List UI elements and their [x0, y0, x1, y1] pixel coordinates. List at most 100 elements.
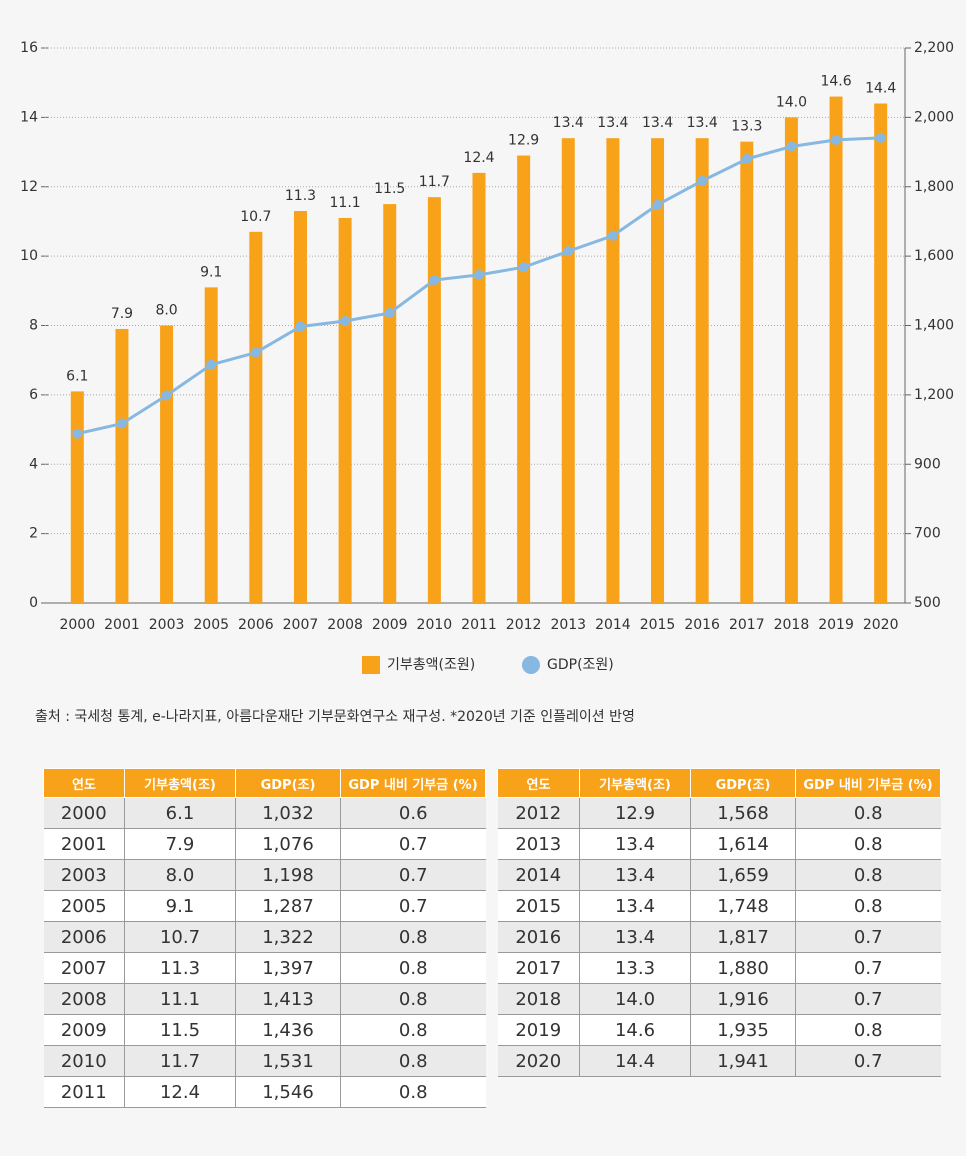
table-cell: 0.8: [340, 1076, 486, 1108]
y-tick-label: 10: [20, 248, 38, 264]
table-cell: 13.3: [579, 952, 691, 984]
table-cell: 13.4: [579, 859, 691, 891]
data-table: 연도 기부총액(조) GDP(조) GDP 내비 기부금 (%) 2000 6.1 1,03…: [43, 768, 486, 1108]
marker: [295, 321, 306, 332]
table-cell: 13.4: [579, 921, 691, 953]
table-cell: 1,935: [690, 1014, 796, 1046]
data-label: 13.4: [597, 115, 628, 131]
y2-tick-label: 1,400: [914, 318, 954, 334]
x-tick-label: 2019: [818, 617, 854, 633]
bar: [829, 96, 843, 603]
data-label: 14.4: [865, 81, 896, 97]
table-cell: 2019: [497, 1014, 580, 1046]
table-cell: 2011: [43, 1076, 125, 1108]
marker: [116, 418, 127, 429]
table-cell: 1,916: [690, 983, 796, 1015]
table-cell: 1,436: [235, 1014, 341, 1046]
x-tick-label: 2000: [59, 617, 95, 633]
data-label: 11.7: [419, 174, 450, 190]
table-cell: 2010: [43, 1045, 125, 1077]
marker: [697, 175, 708, 186]
table-cell: 14.0: [579, 983, 691, 1015]
y-tick-label: 16: [20, 40, 38, 56]
y2-tick-label: 2,200: [914, 40, 954, 56]
data-label: 9.1: [200, 264, 222, 280]
y2-tick-label: 1,800: [914, 179, 954, 195]
x-tick-label: 2015: [640, 617, 676, 633]
table-cell: 1,397: [235, 952, 341, 984]
marker: [72, 428, 83, 439]
marker: [607, 230, 618, 241]
table-cell: 7.9: [124, 828, 236, 860]
data-table: 연도 기부총액(조) GDP(조) GDP 내비 기부금 (%) 2012 12.9 1,5…: [497, 768, 941, 1077]
table-cell: 1,198: [235, 859, 341, 891]
table-cell: 12.4: [124, 1076, 236, 1108]
table-cell: 2001: [43, 828, 125, 860]
table-cell: 1,880: [690, 952, 796, 984]
column-header: GDP 내비 기부금 (%): [340, 768, 486, 798]
x-tick-label: 2003: [149, 617, 185, 633]
table-cell: 0.8: [795, 828, 941, 860]
x-tick-label: 2013: [550, 617, 586, 633]
table-cell: 10.7: [124, 921, 236, 953]
table-cell: 2018: [497, 983, 580, 1015]
x-tick-label: 2010: [417, 617, 453, 633]
x-tick-label: 2014: [595, 617, 631, 633]
table-cell: 0.8: [340, 952, 486, 984]
table-cell: 1,941: [690, 1045, 796, 1077]
bar: [561, 138, 575, 603]
marker: [831, 134, 842, 145]
y2-tick-label: 700: [914, 526, 941, 542]
y2-tick-label: 500: [914, 595, 941, 611]
data-label: 10.7: [240, 209, 271, 225]
x-tick-label: 2009: [372, 617, 408, 633]
data-label: 14.0: [776, 94, 807, 110]
y-tick-label: 14: [20, 109, 38, 125]
legend-swatch: [362, 656, 380, 674]
table-cell: 0.7: [795, 952, 941, 984]
marker: [875, 132, 886, 143]
bar: [695, 138, 709, 603]
table-cell: 2009: [43, 1014, 125, 1046]
data-label: 13.4: [553, 115, 584, 131]
source-note: 출처 : 국세청 통계, e-나라지표, 아름다운재단 기부문화연구소 재구성.…: [35, 709, 635, 725]
y-tick-label: 8: [29, 318, 38, 334]
column-header: GDP(조): [235, 768, 341, 798]
bar: [784, 117, 798, 603]
x-tick-label: 2007: [283, 617, 319, 633]
table-cell: 11.1: [124, 983, 236, 1015]
table-cell: 1,546: [235, 1076, 341, 1108]
table-cell: 1,287: [235, 890, 341, 922]
table-cell: 2007: [43, 952, 125, 984]
table-cell: 1,413: [235, 983, 341, 1015]
y2-tick-label: 900: [914, 456, 941, 472]
table-cell: 11.3: [124, 952, 236, 984]
data-label: 12.9: [508, 133, 539, 149]
data-label: 13.4: [687, 115, 718, 131]
table-cell: 0.7: [795, 921, 941, 953]
bar: [160, 325, 174, 603]
table-cell: 1,614: [690, 828, 796, 860]
x-tick-label: 2011: [461, 617, 497, 633]
marker: [563, 246, 574, 257]
y2-tick-label: 2,000: [914, 109, 954, 125]
table-cell: 0.8: [340, 983, 486, 1015]
table-cell: 11.7: [124, 1045, 236, 1077]
marker: [206, 359, 217, 370]
table-cell: 14.4: [579, 1045, 691, 1077]
table-cell: 1,076: [235, 828, 341, 860]
table-cell: 0.7: [340, 859, 486, 891]
bar: [338, 217, 352, 603]
table-cell: 9.1: [124, 890, 236, 922]
table-cell: 0.7: [340, 890, 486, 922]
table-cell: 0.8: [795, 890, 941, 922]
table-cell: 2020: [497, 1045, 580, 1077]
table-cell: 2016: [497, 921, 580, 953]
table-cell: 2006: [43, 921, 125, 953]
marker: [474, 269, 484, 280]
table-cell: 2014: [497, 859, 580, 891]
marker: [250, 347, 261, 358]
column-header: GDP(조): [690, 768, 796, 798]
y2-tick-label: 1,600: [914, 248, 954, 264]
